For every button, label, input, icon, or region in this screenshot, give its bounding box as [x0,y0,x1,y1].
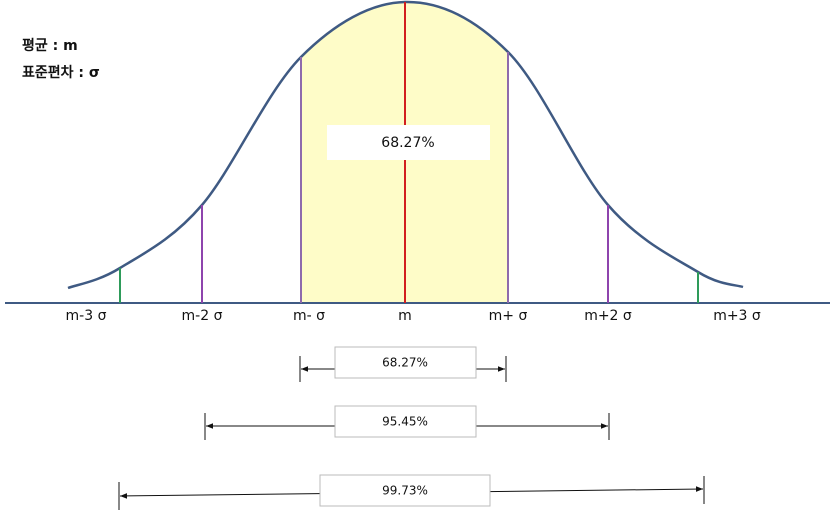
axis-label: m [398,308,412,324]
axis-label: m- σ [293,308,325,324]
axis-label: m+2 σ [584,308,632,324]
axis-label: m+3 σ [713,308,761,324]
range-box [319,474,491,507]
axis-label: m-3 σ [66,308,107,324]
legend-mean: 평균 : m [22,37,78,54]
center-box [327,125,490,160]
axis-labels: m-3 σ m-2 σ m- σ m m+ σ m+2 σ m+3 σ [66,308,761,324]
axis-label: m+ σ [489,308,528,324]
center-label: 68.27% [381,135,434,151]
range-label: 68.27% [382,356,428,370]
range-box [334,405,477,438]
range-label: 99.73% [382,484,428,498]
axis-label: m-2 σ [182,308,223,324]
legend-std: 표준편차 : σ [22,64,100,81]
range-label: 95.45% [382,415,428,429]
range-box [334,346,477,379]
